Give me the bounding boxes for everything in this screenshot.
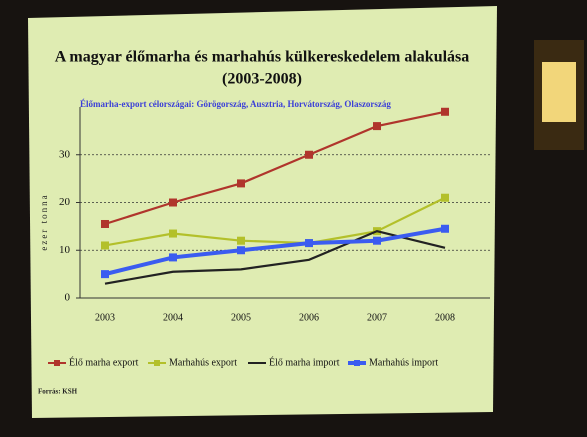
legend-marker bbox=[154, 360, 160, 366]
y-axis-label: ezer tonna bbox=[39, 193, 49, 250]
data-point bbox=[237, 246, 245, 254]
lamp-glass bbox=[542, 62, 576, 122]
data-point bbox=[101, 220, 109, 228]
y-tick-label: 20 bbox=[59, 196, 71, 208]
y-tick-label: 10 bbox=[59, 244, 71, 256]
y-tick-label: 0 bbox=[65, 292, 71, 304]
chart-title: A magyar élőmarha és marhahús külkereske… bbox=[55, 49, 470, 66]
legend-marker bbox=[54, 360, 60, 366]
slide bbox=[28, 6, 497, 418]
data-point bbox=[237, 179, 245, 187]
legend-label: Marhahús import bbox=[369, 357, 438, 368]
legend-label: Marhahús export bbox=[169, 357, 237, 368]
source: Forrás: KSH bbox=[38, 388, 78, 396]
x-tick-label: 2008 bbox=[435, 312, 455, 323]
legend-marker bbox=[354, 360, 360, 366]
data-point bbox=[237, 237, 245, 245]
data-point bbox=[441, 225, 449, 233]
data-point bbox=[305, 151, 313, 159]
data-point bbox=[373, 122, 381, 130]
chart: A magyar élőmarha és marhahús külkereske… bbox=[0, 0, 587, 432]
chart-subtitle: Élőmarha-export célországai: Görögország… bbox=[80, 99, 391, 109]
y-tick-label: 30 bbox=[59, 148, 71, 160]
x-tick-label: 2003 bbox=[95, 312, 115, 323]
legend-label: Élő marha import bbox=[269, 356, 340, 368]
x-tick-label: 2005 bbox=[231, 312, 251, 323]
x-tick-label: 2007 bbox=[367, 312, 387, 323]
x-tick-label: 2006 bbox=[299, 312, 319, 323]
data-point bbox=[305, 239, 313, 247]
data-point bbox=[373, 237, 381, 245]
chart-period: (2003-2008) bbox=[222, 71, 302, 88]
legend-label: Élő marha export bbox=[69, 356, 139, 368]
data-point bbox=[441, 108, 449, 116]
data-point bbox=[169, 199, 177, 207]
x-tick-label: 2004 bbox=[163, 312, 183, 323]
data-point bbox=[441, 194, 449, 202]
data-point bbox=[169, 253, 177, 261]
data-point bbox=[101, 270, 109, 278]
data-point bbox=[169, 230, 177, 238]
data-point bbox=[101, 241, 109, 249]
